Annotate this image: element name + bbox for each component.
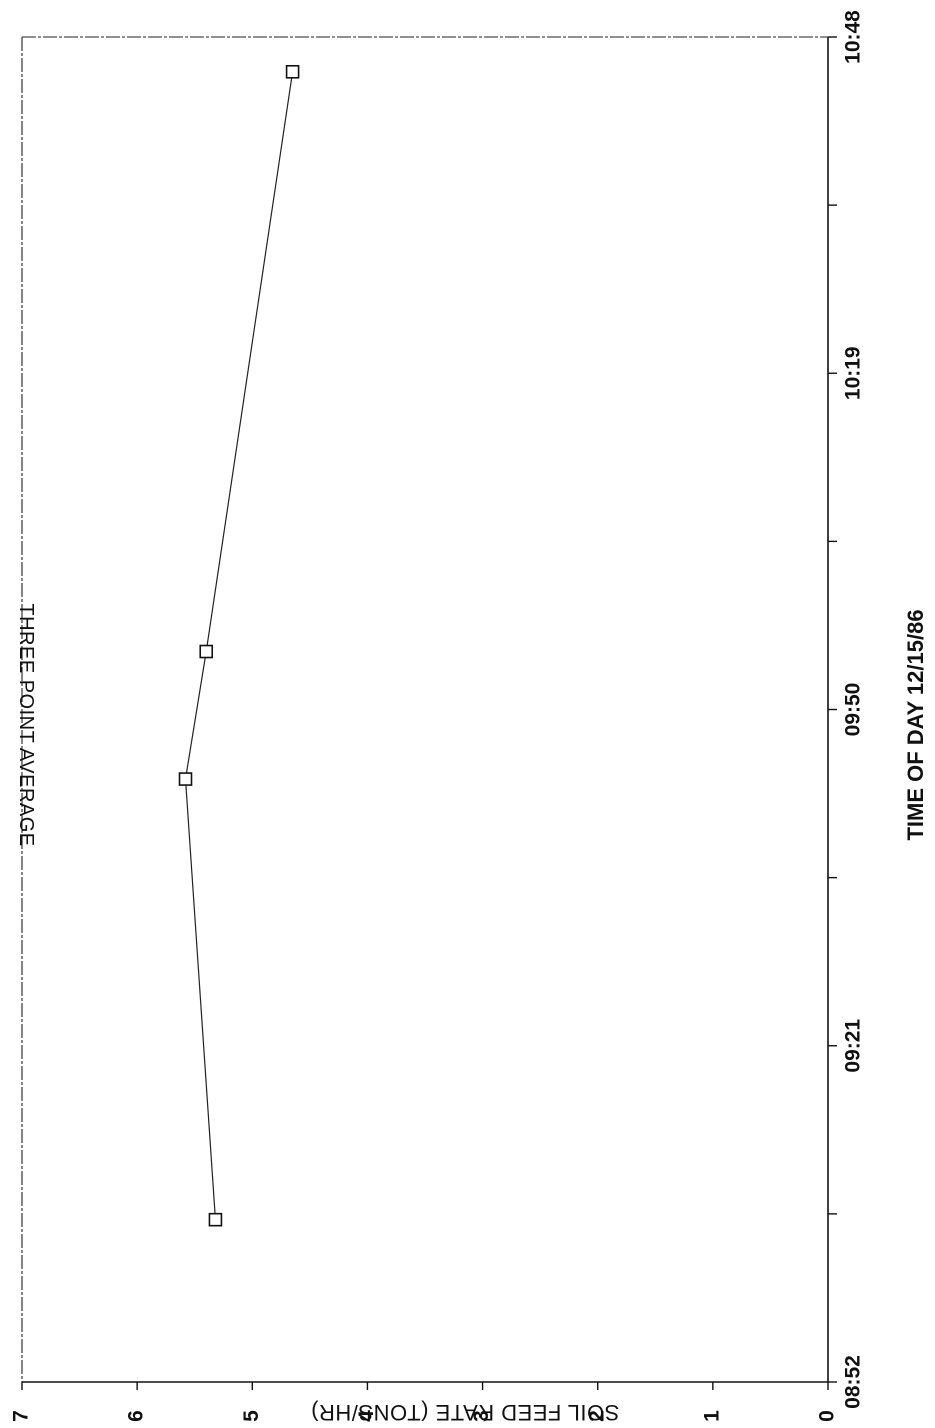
series-group: [178, 64, 300, 1227]
x-axis-title: TIME OF DAY 12/15/86: [903, 609, 928, 840]
time-tick-label: 09:50: [842, 683, 865, 737]
rate-tick-label: 0: [816, 1410, 839, 1422]
time-tick-label: 10:19: [842, 346, 865, 400]
time-tick-label: 09:21: [842, 1019, 865, 1073]
time-axis-ticks: 08:52 09:21 09:50 10:19 10:48: [828, 10, 865, 1409]
plot-frame: [21, 36, 829, 1383]
time-tick-label: 10:48: [842, 10, 865, 64]
data-point-marker: [178, 772, 193, 786]
data-point-marker: [199, 644, 214, 659]
series-line: [184, 71, 294, 1220]
rate-tick-label: 5: [240, 1410, 263, 1422]
data-point-marker: [208, 1212, 223, 1227]
rate-tick-label: 3: [470, 1410, 493, 1422]
time-tick-label: 08:52: [842, 1355, 865, 1409]
rate-tick-label: 6: [125, 1410, 148, 1422]
chart-title: THREE POINT AVERAGE: [15, 603, 37, 846]
rate-tick-label: 4: [355, 1410, 378, 1422]
data-point-marker: [285, 64, 300, 79]
rate-tick-label: 7: [10, 1410, 33, 1422]
y-axis-title: SOIL FEED RATE (TONS/HR): [311, 1400, 620, 1425]
rate-tick-label: 1: [700, 1410, 723, 1422]
rate-tick-label: 2: [585, 1410, 608, 1422]
rate-axis-ticks: 0 1 2 3 4 5 6 7: [10, 1382, 839, 1422]
